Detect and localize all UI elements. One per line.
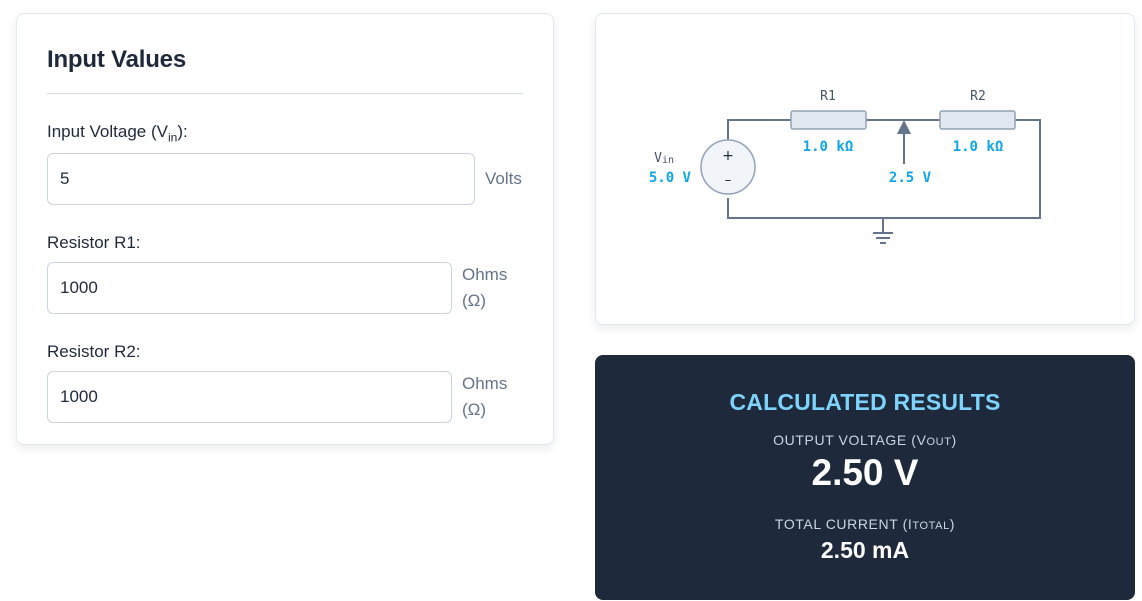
- itotal-label-sub: TOTAL: [912, 520, 949, 532]
- itotal-value: 2.50 mA: [595, 537, 1135, 564]
- vout-label-sub: OUT: [927, 436, 952, 448]
- r2-label: Resistor R2:: [47, 342, 523, 362]
- source-minus-sign: –: [725, 173, 732, 188]
- input-values-panel: Input Values Input Voltage (Vin): Volts …: [16, 13, 554, 445]
- vin-field: Input Voltage (Vin): Volts: [47, 122, 523, 205]
- vout-label-prefix: OUTPUT VOLTAGE (V: [773, 432, 926, 448]
- calculated-results-panel: CALCULATED RESULTS OUTPUT VOLTAGE (VOUT)…: [595, 355, 1135, 600]
- vin-label-suffix: ):: [177, 122, 187, 141]
- output-voltage-label: 2.5 V: [889, 170, 932, 186]
- vin-label: Input Voltage (Vin):: [47, 122, 523, 144]
- title-divider: [47, 93, 523, 94]
- itotal-label-prefix: TOTAL CURRENT (I: [775, 516, 912, 532]
- resistor-r2-symbol: [940, 111, 1015, 129]
- vin-input[interactable]: [47, 153, 475, 205]
- r2-input[interactable]: [47, 371, 452, 423]
- source-plus-sign: +: [722, 148, 734, 164]
- output-arrow-icon: [897, 120, 911, 134]
- itotal-label: TOTAL CURRENT (ITOTAL): [595, 516, 1135, 532]
- wire-right-bottom: [728, 120, 1040, 218]
- source-name-sub: in: [662, 155, 674, 166]
- r1-label: Resistor R1:: [47, 233, 523, 253]
- r2-unit: Ohms (Ω): [462, 371, 522, 423]
- results-title: CALCULATED RESULTS: [595, 389, 1135, 416]
- vin-label-sub: in: [168, 130, 177, 144]
- ground-icon: [873, 233, 893, 243]
- r1-unit: Ohms (Ω): [462, 262, 522, 314]
- r1-field: Resistor R1: Ohms (Ω): [47, 233, 523, 314]
- r2-name-label: R2: [970, 89, 986, 104]
- r1-value-label: 1.0 kΩ: [803, 139, 854, 155]
- source-name-prefix: V: [654, 151, 662, 166]
- r1-input[interactable]: [47, 262, 452, 314]
- source-name-label: Vin: [654, 151, 674, 166]
- vin-unit: Volts: [485, 166, 522, 192]
- input-values-title: Input Values: [47, 46, 523, 74]
- source-value-label: 5.0 V: [649, 170, 692, 186]
- vin-label-prefix: Input Voltage (V: [47, 122, 168, 141]
- circuit-diagram-panel: + – R1 R2 1.0 kΩ 1.0 kΩ 2.5 V Vin 5.0 V: [595, 13, 1135, 325]
- circuit-diagram: + – R1 R2 1.0 kΩ 1.0 kΩ 2.5 V Vin 5.0 V: [596, 14, 1136, 326]
- vout-label: OUTPUT VOLTAGE (VOUT): [595, 432, 1135, 448]
- r1-name-label: R1: [820, 89, 836, 104]
- itotal-label-suffix: ): [950, 516, 955, 532]
- vout-value: 2.50 V: [595, 452, 1135, 494]
- vout-label-suffix: ): [952, 432, 957, 448]
- r2-field: Resistor R2: Ohms (Ω): [47, 342, 523, 423]
- resistor-r1-symbol: [791, 111, 866, 129]
- r2-value-label: 1.0 kΩ: [953, 139, 1004, 155]
